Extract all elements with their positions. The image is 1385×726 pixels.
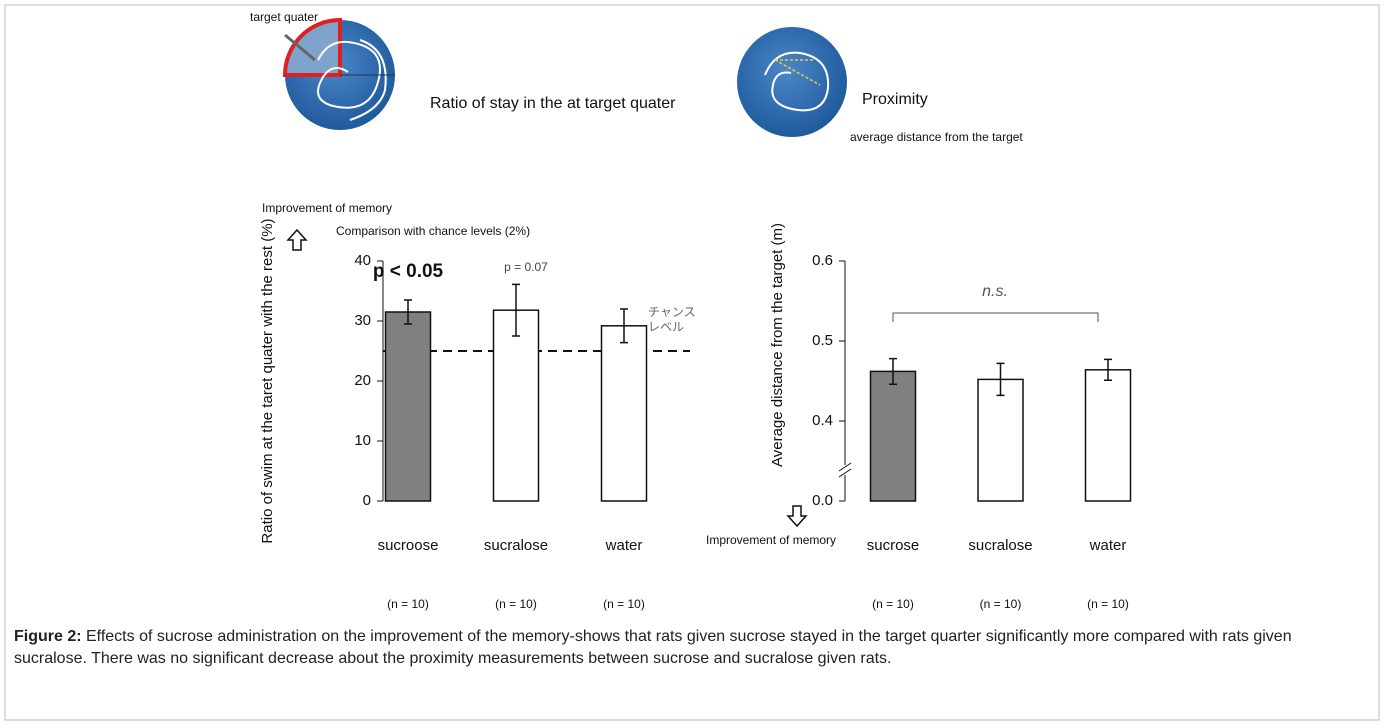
n-label: (n = 10) [872, 597, 914, 611]
annotation: Improvement of memory [706, 533, 836, 547]
bar [602, 326, 647, 501]
pool-icon [737, 27, 847, 137]
figure: target quater Ratio of stay in the at ta… [0, 0, 1385, 726]
bar [494, 310, 539, 501]
bar [978, 379, 1023, 501]
caption-label: Figure 2: [14, 628, 82, 645]
y-tick-label: 0.4 [812, 412, 833, 429]
caption-text: Effects of sucrose administration on the… [14, 628, 1292, 667]
icon-heading: Ratio of stay in the at target quater [430, 95, 676, 112]
x-tick-label: water [1089, 537, 1127, 554]
y-tick-label: 0 [363, 492, 371, 509]
reference-label: チャンス [648, 305, 696, 319]
reference-label: レベル [648, 320, 684, 334]
y-tick-label: 0.6 [812, 252, 833, 269]
y-tick-label: 10 [354, 432, 371, 449]
n-label: (n = 10) [980, 597, 1022, 611]
page: target quater Ratio of stay in the at ta… [0, 0, 1385, 726]
caption: Figure 2: Effects of sucrose administrat… [14, 626, 1366, 670]
n-label: (n = 10) [603, 597, 645, 611]
x-tick-label: sucrose [867, 537, 920, 554]
icon-heading: Proximity [862, 91, 928, 108]
annotation: Comparison with chance levels (2%) [336, 224, 530, 238]
icon-subheading: average distance from the target [850, 130, 1023, 144]
n-label: (n = 10) [1087, 597, 1129, 611]
x-tick-label: sucralose [968, 537, 1032, 554]
significance-label: p = 0.07 [504, 260, 548, 274]
annotation: n.s. [982, 283, 1008, 300]
pool-icon [285, 20, 395, 130]
n-label: (n = 10) [495, 597, 537, 611]
y-axis-label: Average distance from the target (m) [769, 223, 786, 467]
significance-label: p < 0.05 [373, 261, 444, 282]
y-tick-label: 30 [354, 312, 371, 329]
y-tick-label: 40 [354, 252, 371, 269]
annotation: Improvement of memory [262, 201, 392, 215]
y-tick-label: 0.0 [812, 492, 833, 509]
frame [5, 5, 1379, 720]
bar [871, 371, 916, 501]
n-label: (n = 10) [387, 597, 429, 611]
bar [386, 312, 431, 501]
bar [1086, 370, 1131, 501]
y-tick-label: 0.5 [812, 332, 833, 349]
x-tick-label: sucroose [378, 537, 439, 554]
x-tick-label: water [605, 537, 643, 554]
y-tick-label: 20 [354, 372, 371, 389]
y-axis-label: Ratio of swim at the taret quater with t… [259, 218, 276, 543]
icon-label: target quater [250, 10, 318, 24]
x-tick-label: sucralose [484, 537, 548, 554]
